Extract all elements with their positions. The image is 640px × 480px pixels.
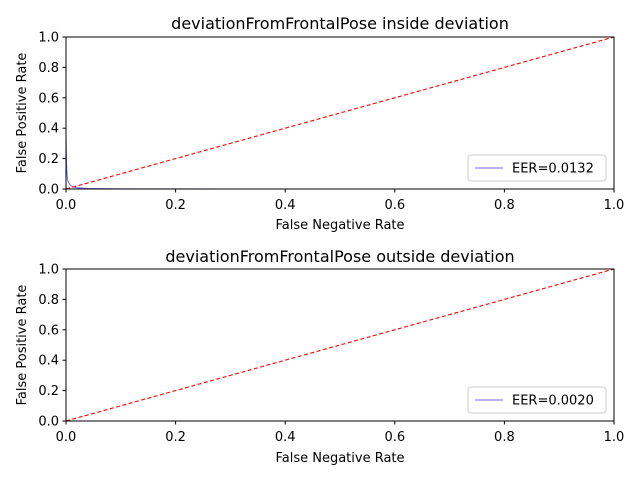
legend-label: EER=0.0132 [512, 162, 594, 177]
plot-area [65, 268, 615, 422]
x-tick-label: 0.2 [165, 198, 186, 213]
x-ticks: 0.0 0.2 0.4 0.6 0.8 1.0 [56, 189, 625, 213]
y-tick-label: 0.6 [38, 323, 59, 338]
y-tick-label: 0.0 [38, 415, 59, 430]
x-tick-label: 1.0 [604, 198, 625, 213]
x-tick-label: 0.4 [275, 430, 296, 445]
y-tick-label: 1.0 [38, 263, 59, 278]
x-tick-label: 0.8 [494, 198, 515, 213]
x-axis-label: False Negative Rate [275, 451, 404, 466]
y-tick-label: 0.2 [38, 152, 59, 167]
x-tick-label: 0.0 [56, 430, 77, 445]
y-tick-label: 0.8 [38, 61, 59, 76]
chart-title: deviationFromFrontalPose inside deviatio… [171, 14, 509, 33]
reference-diagonal-line [66, 269, 614, 421]
y-tick-label: 0.2 [38, 384, 59, 399]
x-tick-label: 0.8 [494, 430, 515, 445]
x-tick-label: 0.6 [384, 198, 405, 213]
y-ticks: 0.0 0.2 0.4 0.6 0.8 1.0 [38, 31, 66, 198]
x-tick-label: 1.0 [604, 430, 625, 445]
x-tick-label: 0.2 [165, 430, 186, 445]
y-tick-label: 0.8 [38, 293, 59, 308]
legend: EER=0.0132 [467, 154, 607, 182]
y-axis-label: False Positive Rate [15, 285, 30, 406]
chart-0: deviationFromFrontalPose inside deviatio… [15, 14, 624, 233]
reference-diagonal-line [66, 37, 614, 189]
legend-box [467, 154, 607, 182]
y-tick-label: 0.6 [38, 91, 59, 106]
legend-box [467, 386, 607, 414]
y-tick-label: 1.0 [38, 31, 59, 46]
y-tick-label: 0.0 [38, 183, 59, 198]
chart-1: deviationFromFrontalPose outside deviati… [15, 247, 624, 466]
axes-frame [65, 36, 615, 190]
legend-label: EER=0.0020 [512, 394, 594, 409]
x-ticks: 0.0 0.2 0.4 0.6 0.8 1.0 [56, 421, 625, 445]
x-tick-label: 0.4 [275, 198, 296, 213]
legend: EER=0.0020 [467, 386, 607, 414]
x-axis-label: False Negative Rate [275, 218, 404, 233]
y-ticks: 0.0 0.2 0.4 0.6 0.8 1.0 [38, 263, 66, 430]
y-tick-label: 0.4 [38, 354, 59, 369]
x-tick-label: 0.6 [384, 430, 405, 445]
x-tick-label: 0.0 [56, 198, 77, 213]
chart-title: deviationFromFrontalPose outside deviati… [165, 247, 514, 266]
plot-area [65, 36, 615, 190]
axes-frame [65, 268, 615, 422]
y-tick-label: 0.4 [38, 122, 59, 137]
y-axis-label: False Positive Rate [15, 53, 30, 174]
